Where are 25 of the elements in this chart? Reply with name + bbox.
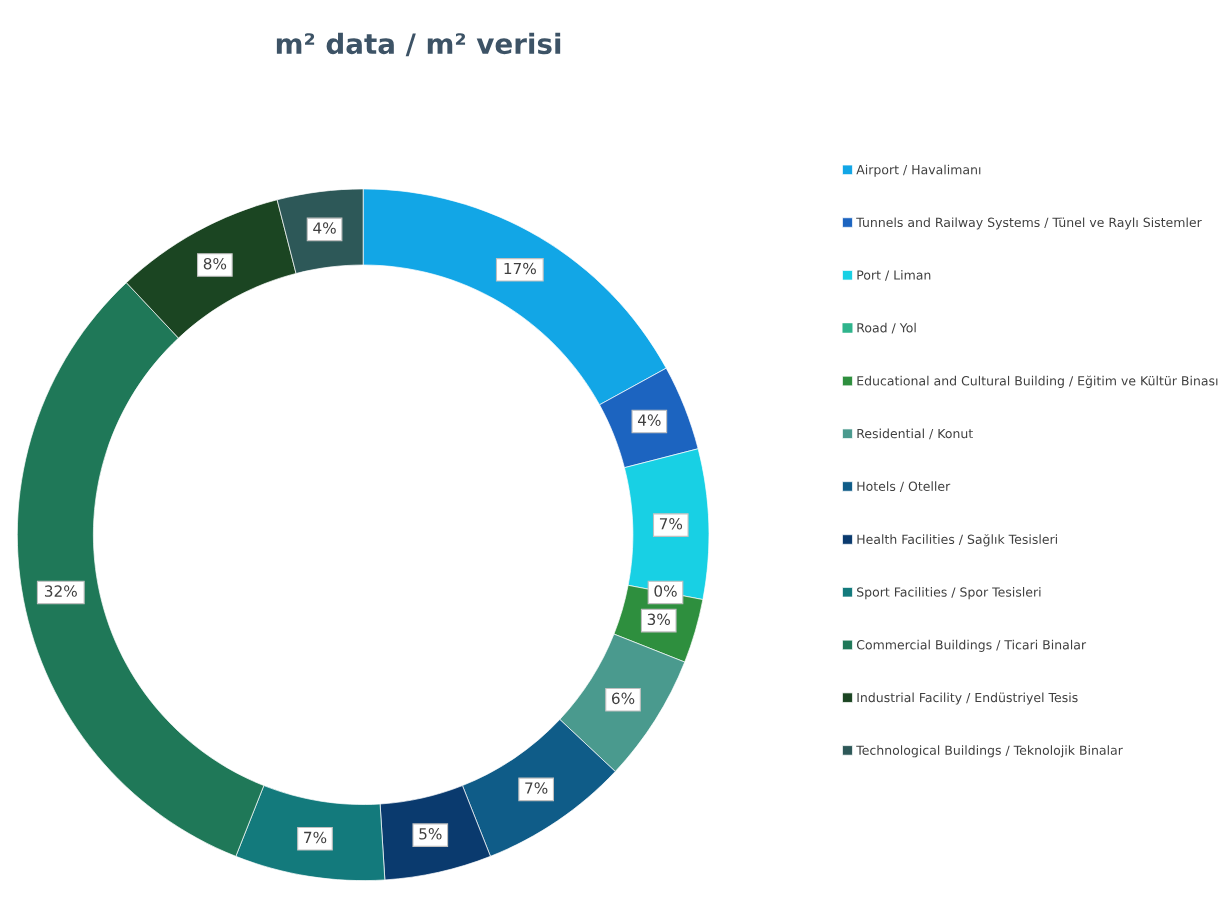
legend-label: Sport Facilities / Spor Tesisleri — [857, 587, 1041, 600]
text: 0% — [654, 585, 677, 597]
legend-label: Technological Buildings / Teknolojik Binalar — [856, 745, 1123, 758]
legend-label: Road / Yol — [857, 322, 916, 334]
legend-label: Health Facilities / Sağlık Tesisleri — [857, 534, 1057, 547]
data-label: 5% — [419, 828, 442, 840]
data-label: 7% — [525, 782, 548, 794]
data-label: 32% — [44, 585, 77, 597]
data-label: 6% — [611, 692, 635, 705]
legend-label: Tunnels and Railway Systems / Tünel ve Raylı Sistemler — [856, 217, 1202, 230]
data-label: 7% — [304, 831, 327, 844]
data-label: 4% — [637, 414, 661, 426]
legend-label: Industrial Facility / Endüstriyel Tesis — [857, 692, 1078, 705]
data-label: 4% — [313, 222, 336, 234]
legend-label: Hotels / Oteller — [857, 481, 951, 492]
data-label: 3% — [647, 613, 671, 626]
chart-title: m² data / m² verisi — [276, 32, 561, 57]
data-label: 8% — [203, 257, 227, 270]
data-label: 17% — [504, 262, 536, 275]
legend-label: Port / Liman — [857, 270, 931, 281]
data-label: 7% — [659, 517, 683, 530]
legend-label: Commercial Buildings / Ticari Binalar — [856, 639, 1087, 652]
legend-label: Educational and Cultural Building / Eğitim ve Kültür Binası — [857, 375, 1218, 388]
legend-label: Airport / Havalimanı — [856, 164, 981, 177]
legend-label: Residential / Konut — [857, 428, 973, 440]
